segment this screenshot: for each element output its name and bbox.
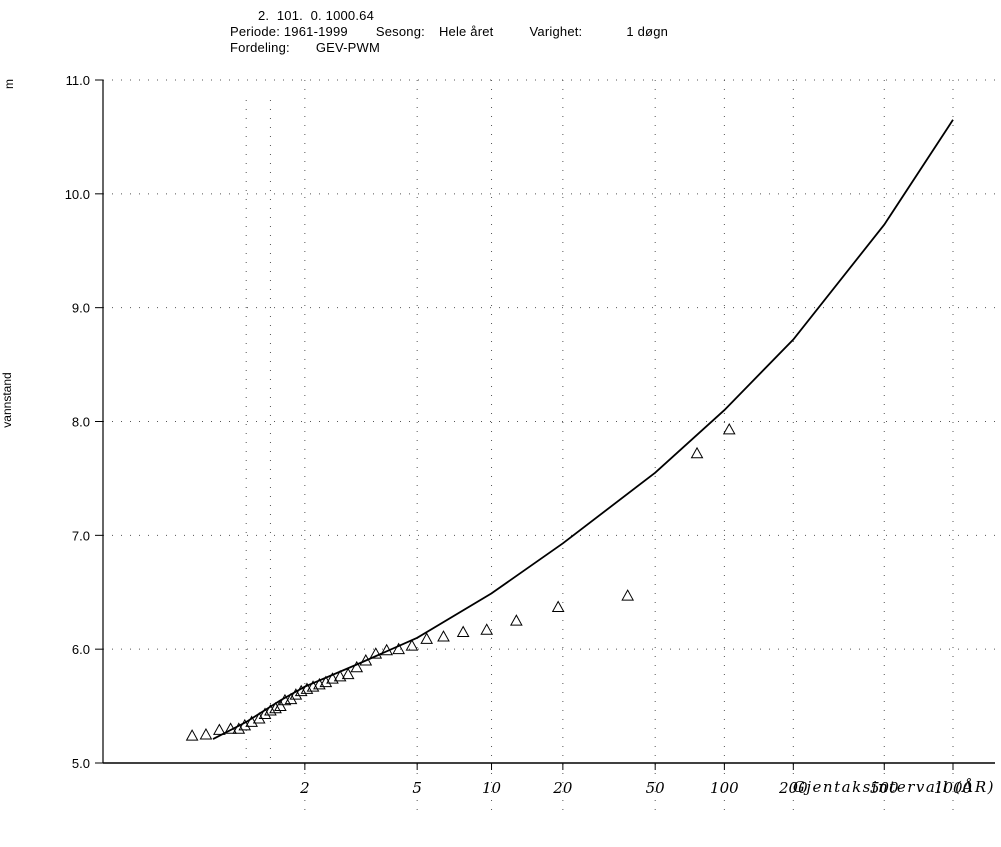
x-tick-label: 500 xyxy=(870,779,899,797)
grid xyxy=(103,79,995,813)
y-tick-label: 10.0 xyxy=(65,187,90,202)
data-point xyxy=(289,688,303,700)
data-point xyxy=(326,672,339,684)
x-tick-label: 2 xyxy=(299,779,310,797)
axes xyxy=(102,80,995,764)
x-ticks: 2 5 10 20 50 100 200 500 1000 xyxy=(299,763,973,797)
x-tick-label: 20 xyxy=(552,779,573,797)
data-point xyxy=(380,643,394,656)
y-tick-label: 11.0 xyxy=(66,73,90,88)
data-point xyxy=(437,630,450,642)
data-point xyxy=(510,614,523,626)
varighet-label: Varighet: xyxy=(529,24,583,39)
fordeling-value: GEV-PWM xyxy=(315,40,381,55)
data-point xyxy=(359,654,373,666)
x-tick-label: 50 xyxy=(646,779,666,797)
data-point xyxy=(294,684,308,697)
x-tick-label: 10 xyxy=(482,779,502,797)
data-point xyxy=(690,446,704,459)
header-line-3: Fordeling: GEV-PWM xyxy=(230,40,380,55)
x-tick-label: 100 xyxy=(710,779,739,797)
sesong-value: Hele året xyxy=(438,24,494,39)
y-tick-label: 9.0 xyxy=(72,301,90,316)
data-point xyxy=(405,639,419,651)
y-axis-unit: m xyxy=(2,79,16,89)
data-point xyxy=(722,422,736,435)
y-axis-label: vannstand xyxy=(0,372,14,427)
data-point xyxy=(232,722,246,734)
y-tick-label: 5.0 xyxy=(72,756,90,771)
data-point xyxy=(224,722,237,734)
sesong-label: Sesong: xyxy=(375,24,425,39)
data-point xyxy=(341,667,355,680)
data-point xyxy=(269,701,282,714)
data-point xyxy=(333,669,347,682)
data-point xyxy=(350,660,364,673)
varighet-value: 1 døgn xyxy=(626,24,669,39)
data-point xyxy=(456,625,470,637)
data-point xyxy=(300,682,314,694)
data-point xyxy=(185,729,199,741)
y-ticks: 5.0 6.0 7.0 8.0 9.0 10.0 11.0 xyxy=(65,73,103,771)
data-point xyxy=(551,600,565,612)
data-point xyxy=(621,589,635,601)
y-tick-label: 7.0 xyxy=(72,528,90,543)
header-line-1: 2. 101. 0. 1000.64 xyxy=(258,8,375,23)
series xyxy=(185,119,954,741)
x-tick-label: 1000 xyxy=(934,779,973,797)
data-point xyxy=(319,675,333,688)
x-tick-label: 200 xyxy=(778,779,808,797)
data-point xyxy=(392,642,405,655)
data-point xyxy=(369,647,383,659)
data-point xyxy=(264,704,277,716)
fordeling-label: Fordeling: xyxy=(230,40,290,55)
y-tick-label: 8.0 xyxy=(72,415,90,430)
x-axis-label: Gjentaksintervall (ÅR) xyxy=(793,778,995,796)
periode-label: Periode: xyxy=(230,24,281,39)
data-point xyxy=(199,728,213,740)
data-point xyxy=(274,699,287,711)
x-tick-label: 5 xyxy=(412,779,422,797)
periode-value: 1961-1999 xyxy=(283,24,348,39)
fitted-curve xyxy=(212,119,954,740)
data-point xyxy=(420,632,434,644)
y-tick-label: 6.0 xyxy=(72,642,90,657)
header-line-2: Periode: 1961-1999 Sesong: Hele året Varigh… xyxy=(230,24,668,39)
data-point xyxy=(213,723,226,735)
data-point xyxy=(258,707,272,719)
data-point xyxy=(480,623,494,635)
